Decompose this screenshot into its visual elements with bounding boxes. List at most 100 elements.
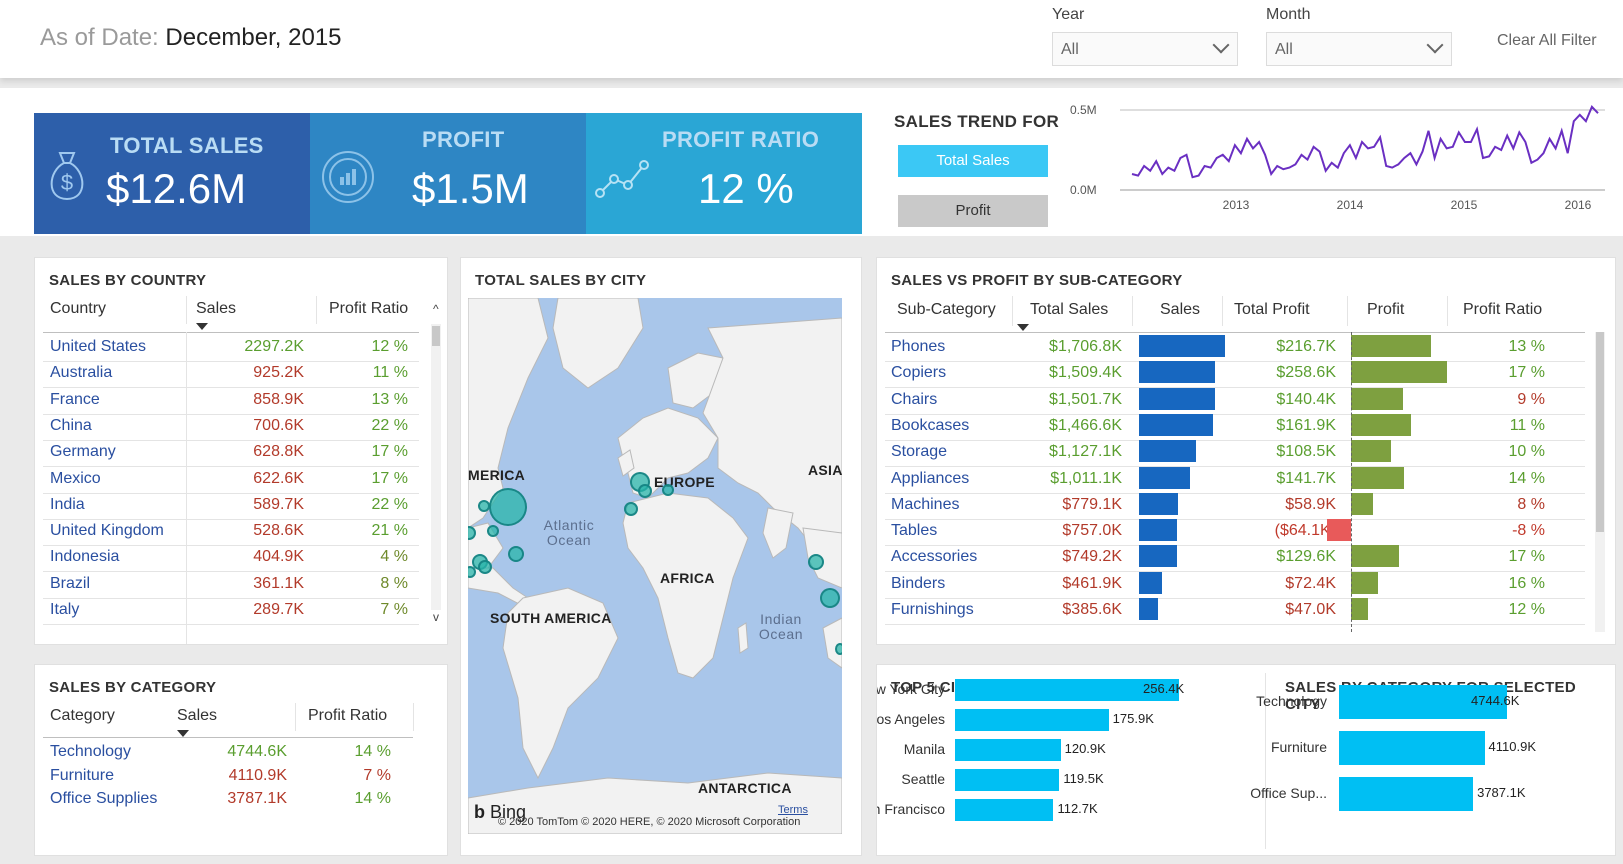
sales-bar[interactable] [1139,361,1216,384]
country-name[interactable]: Brazil [50,574,91,592]
category-name[interactable]: Furniture [50,766,115,784]
city-bubble[interactable] [820,588,840,608]
sales-bar[interactable] [1139,571,1163,594]
country-name[interactable]: France [50,390,100,408]
city-bubble[interactable] [468,566,476,578]
city-bubble[interactable] [808,554,824,570]
vertical-scrollbar[interactable] [1595,332,1605,632]
category-name[interactable]: Office Supplies [50,790,158,807]
sales-bar[interactable] [1139,440,1196,463]
subcategory-name[interactable]: Phones [891,338,946,355]
column-header-profit-ratio[interactable]: Profit Ratio [1463,301,1543,318]
category-name[interactable]: Technology [50,743,131,760]
country-name[interactable]: Italy [50,601,80,618]
column-header-profit-ratio[interactable]: Profit Ratio [308,707,388,724]
bar-value-label: 120.9K [1064,741,1106,756]
bar[interactable] [955,709,1109,731]
column-header-total-sales[interactable]: Total Sales [1030,301,1109,318]
sales-bar[interactable] [1139,519,1178,542]
city-bubble[interactable] [478,560,492,574]
scroll-up-arrow-icon[interactable]: ^ [433,302,439,316]
bar[interactable] [1339,731,1485,765]
city-bubble[interactable] [478,500,490,512]
subcategory-name[interactable]: Chairs [891,390,938,408]
world-map[interactable]: MERICA EUROPE ASIA AFRICA SOUTH AMERICA … [468,298,842,834]
bar[interactable] [955,679,1179,701]
scroll-down-arrow-icon[interactable]: v [433,610,439,624]
city-bubble[interactable] [468,526,476,540]
profit-bar[interactable] [1351,571,1378,594]
sales-bar[interactable] [1139,492,1179,515]
bar[interactable] [1339,685,1507,719]
subcategory-name[interactable]: Accessories [891,548,978,566]
profit-bar[interactable] [1351,335,1432,357]
profit-bar[interactable] [1351,440,1392,463]
total-sales-toggle-button[interactable]: Total Sales [898,145,1048,177]
scrollbar-thumb[interactable] [1596,332,1604,532]
sales-bar[interactable] [1139,466,1190,489]
subcategory-name[interactable]: Binders [891,574,946,592]
profit-bar[interactable] [1351,361,1447,384]
city-bubble[interactable] [508,546,524,562]
profit-bar[interactable] [1351,387,1404,410]
clear-all-filter-button[interactable]: Clear All Filter [1497,32,1597,49]
profit-bar[interactable] [1351,598,1369,620]
country-name[interactable]: China [50,416,92,434]
country-name[interactable]: Mexico [50,469,101,487]
column-header-sub-category[interactable]: Sub-Category [897,301,996,318]
city-bubble[interactable] [487,525,499,537]
sales-bar[interactable] [1139,387,1215,410]
x-tick-label: 2013 [1223,198,1250,212]
column-header-profit-bar[interactable]: Profit [1367,301,1405,318]
sales-bar[interactable] [1139,545,1177,568]
terms-link[interactable]: Terms [778,804,808,816]
year-dropdown[interactable]: All [1052,32,1238,66]
column-header-total-profit[interactable]: Total Profit [1234,301,1310,318]
profit-bar[interactable] [1351,492,1373,515]
bar[interactable] [1339,777,1474,811]
profit-toggle-button[interactable]: Profit [898,195,1048,227]
column-header-category[interactable]: Category [50,707,115,724]
sales-trend-line[interactable] [1131,105,1599,179]
bar-category-label: Manila [903,741,945,757]
country-profit-ratio: 17 % [371,469,408,487]
profit-bar[interactable] [1351,413,1412,436]
header-divider [43,737,413,738]
header-divider [885,332,1585,333]
city-bubble[interactable] [662,484,674,496]
city-bubble[interactable] [489,488,527,526]
scrollbar-thumb[interactable] [432,326,440,346]
month-dropdown[interactable]: All [1266,32,1452,66]
profit-bar[interactable] [1327,519,1351,542]
country-name[interactable]: United Kingdom [50,522,164,540]
profit-bar[interactable] [1351,466,1404,489]
country-name[interactable]: Australia [50,364,113,382]
subcategory-name[interactable]: Machines [891,495,960,513]
country-name[interactable]: Indonesia [50,548,120,566]
city-bubble[interactable] [638,484,652,498]
subcategory-name[interactable]: Bookcases [891,416,970,434]
country-name[interactable]: United States [50,338,147,355]
sales-bar[interactable] [1139,335,1225,357]
profit-bar[interactable] [1351,545,1400,568]
city-bubble[interactable] [835,643,842,655]
column-header-sales-bar[interactable]: Sales [1160,301,1201,318]
column-header-country[interactable]: Country [50,300,107,317]
sales-bar[interactable] [1139,598,1159,620]
bar[interactable] [955,799,1054,821]
country-name[interactable]: India [50,495,85,513]
city-bubble[interactable] [624,502,638,516]
subcategory-name[interactable]: Tables [891,522,938,540]
column-header-profit-ratio[interactable]: Profit Ratio [329,300,409,317]
vertical-scrollbar[interactable] [431,324,441,610]
subcategory-name[interactable]: Furnishings [891,601,974,618]
subcategory-name[interactable]: Copiers [891,364,947,382]
subcategory-name[interactable]: Storage [891,443,948,461]
bar[interactable] [955,739,1061,761]
subcategory-name[interactable]: Appliances [891,469,970,487]
sales-bar[interactable] [1139,413,1213,436]
column-header-sales[interactable]: Sales [196,300,237,317]
country-name[interactable]: Germany [50,443,116,461]
bar[interactable] [955,769,1060,791]
column-header-sales[interactable]: Sales [177,707,218,724]
